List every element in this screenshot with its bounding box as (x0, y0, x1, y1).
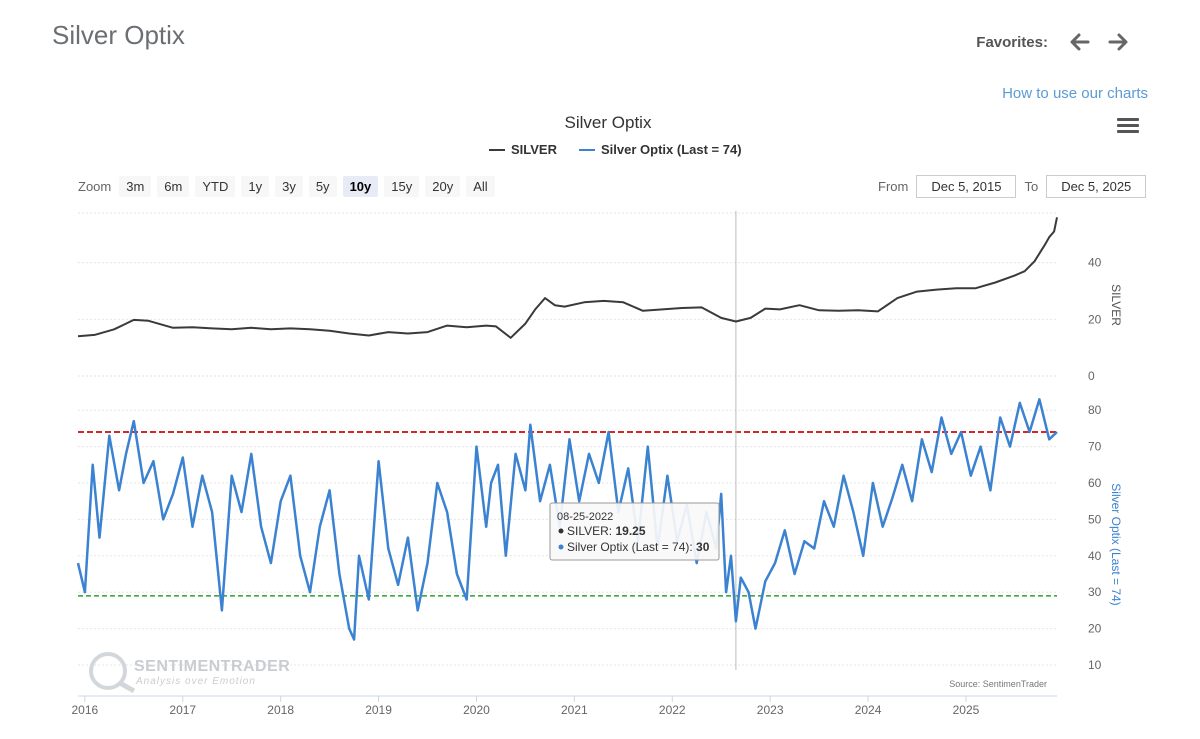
chart-legend: SILVER Silver Optix (Last = 74) (489, 142, 742, 157)
watermark-logo-icon (89, 652, 127, 690)
x-tick-2018: 2018 (267, 703, 294, 717)
favorites-label: Favorites: (976, 33, 1048, 51)
x-tick-2021: 2021 (561, 703, 588, 717)
tooltip-box (549, 502, 720, 561)
date-range: From Dec 5, 2015 To Dec 5, 2025 (878, 175, 1147, 198)
x-tick-2022: 2022 (659, 703, 686, 717)
y-tick-silver-20: 20 (1088, 312, 1102, 326)
tooltip-silver-value: 19.25 (615, 524, 645, 538)
tooltip-line-optix: Silver Optix (Last = 74): 30 (567, 540, 710, 554)
x-tick-2024: 2024 (855, 703, 882, 717)
x-tick-2017: 2017 (169, 703, 196, 717)
zoom-10y-button[interactable]: 10y (342, 176, 379, 197)
y-tick-optix-60: 60 (1088, 476, 1102, 490)
silver-series-line (77, 217, 1058, 339)
y-tick-silver-0: 0 (1088, 369, 1095, 383)
zoom-3m-button[interactable]: 3m (119, 176, 152, 197)
tooltip-date: 08-25-2022 (557, 511, 613, 523)
y-tick-silver-40: 40 (1088, 256, 1102, 270)
from-label: From (878, 179, 909, 194)
sentimentrader-watermark: SENTIMENTRADER Analysis over Emotion (89, 652, 290, 694)
x-tick-2019: 2019 (365, 703, 392, 717)
tooltip-optix-label: Silver Optix (Last = 74): (567, 540, 696, 554)
y-axis-title-optix: Silver Optix (Last = 74) (1109, 483, 1123, 605)
x-tick-2016: 2016 (72, 703, 99, 717)
tooltip-optix-value: 30 (696, 540, 710, 554)
tooltip-bullet-optix (558, 544, 564, 550)
zoom-20y-button[interactable]: 20y (425, 176, 461, 197)
tooltip-line-silver: SILVER: 19.25 (567, 524, 646, 538)
watermark-subtitle: Analysis over Emotion (135, 676, 256, 687)
grid-lines (78, 212, 1057, 666)
source-note: Source: SentimenTrader (949, 679, 1047, 689)
favorites-bar: Favorites: (976, 30, 1130, 54)
y-tick-optix-70: 70 (1088, 440, 1102, 454)
reference-lines (78, 211, 1057, 670)
legend-swatch-optix (579, 148, 595, 151)
zoom-all-button[interactable]: All (466, 176, 495, 197)
zoom-15y-button[interactable]: 15y (384, 176, 420, 197)
arrow-right-icon[interactable] (1106, 30, 1130, 54)
y-tick-optix-20: 20 (1088, 622, 1102, 636)
y-tick-optix-10: 10 (1088, 658, 1102, 672)
x-tick-2020: 2020 (463, 703, 490, 717)
zoom-ytd-button[interactable]: YTD (195, 176, 236, 197)
zoom-3y-button[interactable]: 3y (275, 176, 303, 197)
chart-menu-icon[interactable] (1117, 118, 1139, 136)
y-tick-optix-40: 40 (1088, 549, 1102, 563)
to-label: To (1024, 179, 1039, 194)
y-tick-optix-30: 30 (1088, 585, 1102, 599)
zoom-label: Zoom (78, 179, 112, 194)
x-tick-2023: 2023 (757, 703, 784, 717)
legend-label-silver: SILVER (511, 142, 557, 157)
from-date-input[interactable]: Dec 5, 2015 (916, 175, 1017, 198)
how-to-use-charts-link[interactable]: How to use our charts (1002, 85, 1148, 102)
zoom-1y-button[interactable]: 1y (241, 176, 270, 197)
y-tick-optix-50: 50 (1088, 512, 1102, 526)
chart-title: Silver Optix (564, 113, 652, 132)
legend-label-optix: Silver Optix (Last = 74) (601, 142, 742, 157)
page-title: Silver Optix (52, 20, 185, 50)
y-tick-optix-80: 80 (1088, 403, 1102, 417)
legend-item-silver[interactable]: SILVER (489, 142, 557, 157)
zoom-6m-button[interactable]: 6m (157, 176, 190, 197)
legend-swatch-silver (489, 148, 505, 151)
zoom-selector: Zoom 3m 6m YTD 1y 3y 5y 10y 15y 20y All (78, 176, 495, 197)
tooltip-bullet-silver (558, 528, 564, 534)
to-date-input[interactable]: Dec 5, 2025 (1046, 175, 1147, 198)
x-tick-2025: 2025 (953, 703, 980, 717)
arrow-left-icon[interactable] (1068, 30, 1092, 54)
tooltip-silver-label: SILVER: (567, 524, 615, 538)
zoom-5y-button[interactable]: 5y (308, 176, 337, 197)
watermark-title: SENTIMENTRADER (134, 658, 290, 675)
series-lines (76, 217, 1058, 641)
axes: 0 20 40 10 20 30 40 50 60 70 80 SILVER Silver Optix … (72, 256, 1123, 717)
watermark-logo-handle (118, 680, 136, 694)
optix-series-line (76, 398, 1058, 641)
legend-item-optix[interactable]: Silver Optix (Last = 74) (579, 142, 742, 157)
tooltip: 08-25-2022 SILVER: 19.25 Silver Optix (L… (549, 502, 720, 561)
y-axis-title-silver: SILVER (1109, 284, 1123, 326)
